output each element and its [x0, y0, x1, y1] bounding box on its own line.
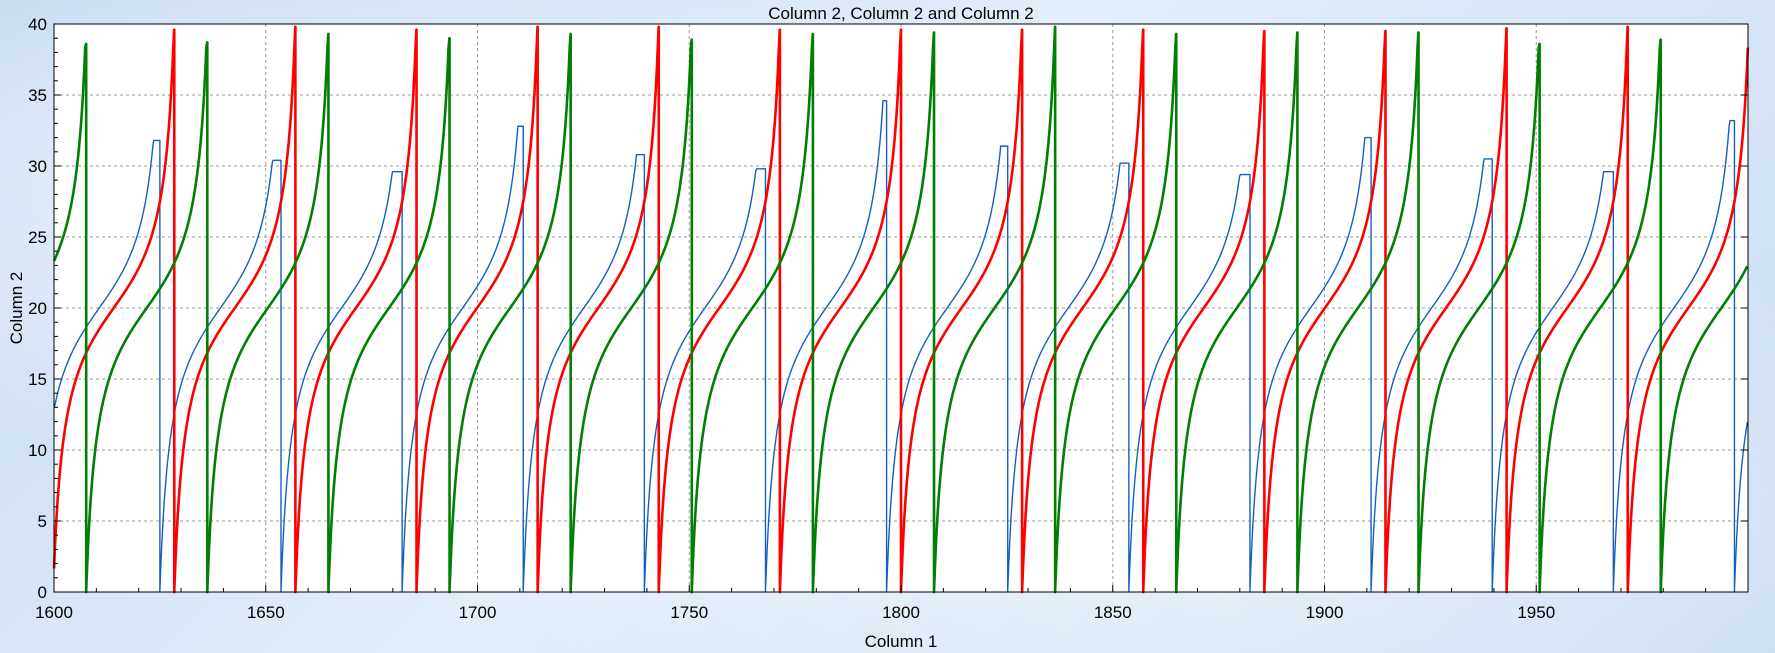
ticks: 1600 1650 1700 1750 1800 1850 1900 1950 0 5 10 15 20…: [28, 15, 1748, 622]
y-tick-label: 20: [28, 299, 47, 318]
y-tick-label: 35: [28, 86, 47, 105]
series-line-2: [52, 25, 1750, 594]
y-tick-label: 15: [28, 370, 47, 389]
x-tick-label: 1800: [882, 603, 920, 622]
x-tick-label: 1700: [459, 603, 497, 622]
y-tick-label: 25: [28, 228, 47, 247]
chart-title: Column 2, Column 2 and Column 2: [768, 4, 1034, 23]
y-tick-label: 30: [28, 157, 47, 176]
y-tick-label: 5: [38, 512, 47, 531]
x-tick-label: 1900: [1306, 603, 1344, 622]
y-tick-label: 40: [28, 15, 47, 34]
x-axis-title: Column 1: [865, 632, 938, 651]
x-tick-label: 1950: [1517, 603, 1555, 622]
x-tick-label: 1600: [35, 603, 73, 622]
x-tick-label: 1750: [670, 603, 708, 622]
y-tick-label: 10: [28, 441, 47, 460]
y-tick-label: 0: [38, 583, 47, 602]
y-axis-title: Column 2: [7, 272, 26, 345]
series-line-3: [52, 25, 1749, 594]
x-tick-label: 1850: [1094, 603, 1132, 622]
series-group: [52, 25, 1750, 594]
x-tick-label: 1650: [247, 603, 285, 622]
